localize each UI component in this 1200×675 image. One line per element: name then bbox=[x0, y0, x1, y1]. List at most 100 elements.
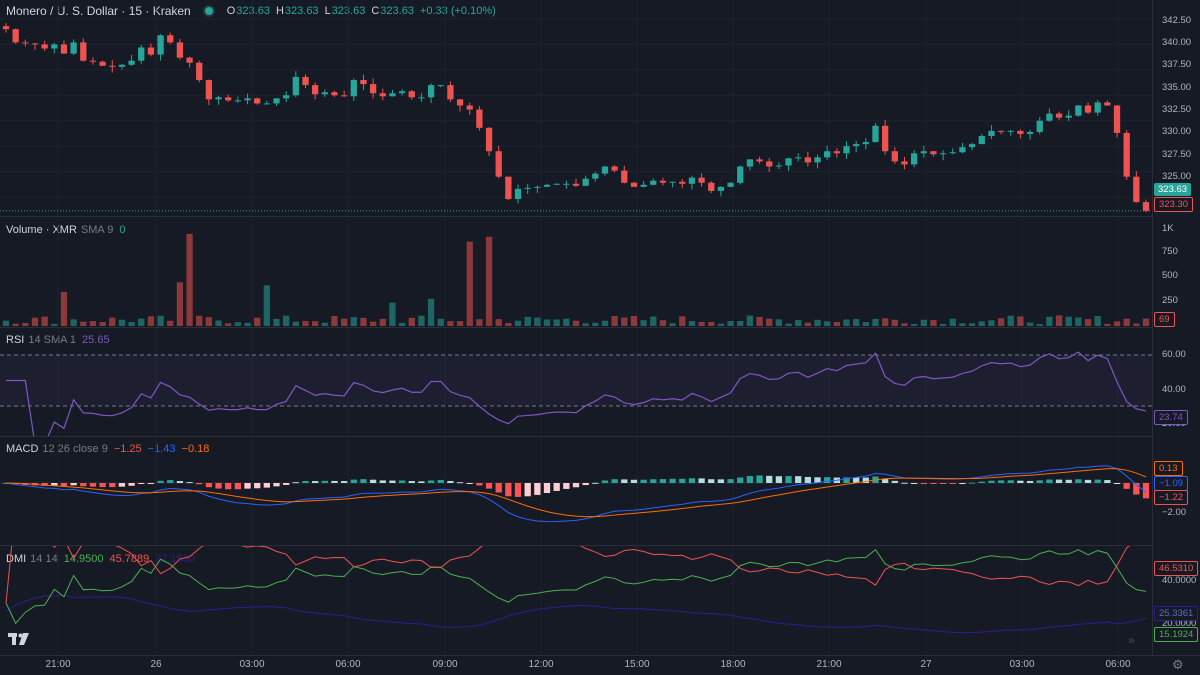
volume-bar bbox=[997, 318, 1005, 326]
candle-body bbox=[1036, 120, 1043, 132]
volume-bar bbox=[756, 316, 763, 326]
volume-bar bbox=[418, 315, 425, 326]
candle-body bbox=[543, 184, 551, 187]
volume-tag: 69 bbox=[1154, 312, 1175, 327]
candle-body bbox=[12, 29, 19, 43]
candle-body bbox=[1123, 132, 1130, 177]
candle-body bbox=[698, 177, 705, 183]
time-axis-label: 18:00 bbox=[720, 659, 746, 670]
market-status-icon[interactable] bbox=[202, 5, 215, 17]
volume-legend[interactable]: Volume · XMR SMA 9 0 bbox=[6, 224, 125, 236]
macd-histogram-bar bbox=[862, 477, 869, 483]
volume-value: 0 bbox=[119, 224, 126, 236]
candle-body bbox=[2, 26, 10, 30]
volume-bar bbox=[621, 317, 628, 326]
time-axis-label: 26 bbox=[150, 659, 162, 670]
symbol-legend[interactable]: Monero / U. S. Dollar · 15 · Kraken O 323… bbox=[6, 4, 496, 18]
volume-bar bbox=[350, 317, 357, 326]
candle-body bbox=[225, 97, 232, 101]
candle-body bbox=[331, 92, 338, 96]
macd-histogram-bar bbox=[51, 483, 58, 486]
tradingview-logo-icon[interactable] bbox=[8, 632, 30, 646]
macd-histogram-bar bbox=[495, 483, 502, 493]
candle-body bbox=[708, 182, 715, 191]
scroll-to-realtime-icon[interactable]: » bbox=[1128, 633, 1135, 647]
candle-body bbox=[679, 181, 686, 184]
macd-chart[interactable] bbox=[0, 437, 1152, 545]
macd-histogram-bar bbox=[1055, 479, 1063, 483]
candle-body bbox=[1133, 176, 1140, 203]
rsi-band bbox=[0, 355, 1152, 406]
volume-bar bbox=[205, 317, 213, 326]
candle-body bbox=[263, 103, 270, 105]
macd-axis-label: −2.00 bbox=[1162, 507, 1187, 518]
volume-bar bbox=[572, 320, 580, 326]
volume-bar bbox=[31, 317, 39, 326]
candle-body bbox=[456, 99, 464, 106]
macd-histogram-bar bbox=[968, 482, 976, 484]
macd-histogram-bar bbox=[408, 481, 415, 483]
macd-histogram-bar bbox=[891, 480, 898, 483]
volume-bar bbox=[553, 319, 560, 326]
price-chart[interactable] bbox=[0, 0, 1152, 215]
volume-bar bbox=[447, 321, 454, 326]
time-axis-label: 21:00 bbox=[45, 659, 71, 670]
macd-histogram-bar bbox=[418, 481, 425, 483]
volume-bar bbox=[708, 321, 715, 326]
ohlc-h-value: 323.63 bbox=[284, 5, 319, 17]
candle-body bbox=[901, 161, 908, 165]
candle-body bbox=[495, 151, 502, 177]
candle-body bbox=[447, 85, 454, 100]
candle-body bbox=[350, 80, 357, 97]
candle-body bbox=[814, 157, 821, 163]
macd-histogram-bar bbox=[485, 483, 493, 489]
macd-histogram-bar bbox=[669, 478, 676, 483]
volume-bar bbox=[118, 319, 126, 326]
volume-bar bbox=[1055, 315, 1063, 326]
candle-body bbox=[273, 98, 280, 104]
dmi-chart[interactable] bbox=[0, 546, 1152, 655]
candle-body bbox=[466, 105, 473, 110]
candle-body bbox=[910, 153, 918, 165]
candle-body bbox=[862, 142, 869, 145]
macd-histogram-bar bbox=[427, 480, 435, 483]
price-axis-label: 342.50 bbox=[1162, 15, 1192, 26]
volume-bar bbox=[427, 298, 435, 326]
volume-bar bbox=[775, 319, 783, 326]
candle-body bbox=[949, 152, 956, 154]
price-axis-label: 337.50 bbox=[1162, 59, 1192, 70]
macd-histogram-bar bbox=[80, 483, 87, 487]
macd-histogram-bar bbox=[340, 481, 348, 483]
rsi-chart[interactable] bbox=[0, 328, 1152, 436]
volume-bar bbox=[12, 323, 19, 326]
candle-body bbox=[582, 178, 589, 186]
candle-body bbox=[128, 60, 135, 65]
candle-body bbox=[553, 183, 560, 185]
volume-bar bbox=[215, 320, 222, 326]
symbol-title[interactable]: Monero / U. S. Dollar · 15 · Kraken bbox=[6, 4, 191, 18]
volume-bar bbox=[2, 320, 10, 326]
rsi-legend[interactable]: RSI 14 SMA 1 25.65 bbox=[6, 334, 110, 346]
settings-gear-icon[interactable]: ⚙ bbox=[1172, 657, 1184, 672]
candle-body bbox=[601, 166, 609, 174]
macd-histogram-bar bbox=[621, 479, 628, 483]
macd-histogram-bar bbox=[910, 483, 918, 484]
candle-body bbox=[283, 95, 290, 99]
macd-histogram-bar bbox=[524, 483, 531, 497]
candle-body bbox=[292, 76, 299, 96]
candle-body bbox=[621, 170, 628, 183]
macd-histogram-bar bbox=[176, 481, 184, 483]
time-axis[interactable] bbox=[0, 655, 1200, 675]
macd-histogram-bar bbox=[939, 483, 947, 484]
macd-legend[interactable]: MACD 12 26 close 9 −1.25 −1.43 −0.18 bbox=[6, 443, 209, 455]
rsi-params: 14 SMA 1 bbox=[28, 334, 77, 346]
volume-chart[interactable] bbox=[0, 217, 1152, 327]
volume-bar bbox=[1104, 323, 1111, 326]
volume-bar bbox=[167, 320, 174, 326]
price-tag-secondary: 323.30 bbox=[1154, 197, 1194, 212]
macd-histogram-bar bbox=[756, 475, 763, 483]
volume-bar bbox=[601, 320, 609, 326]
volume-bar bbox=[60, 292, 68, 326]
macd-histogram-bar bbox=[795, 476, 802, 483]
candle-body bbox=[939, 153, 947, 155]
